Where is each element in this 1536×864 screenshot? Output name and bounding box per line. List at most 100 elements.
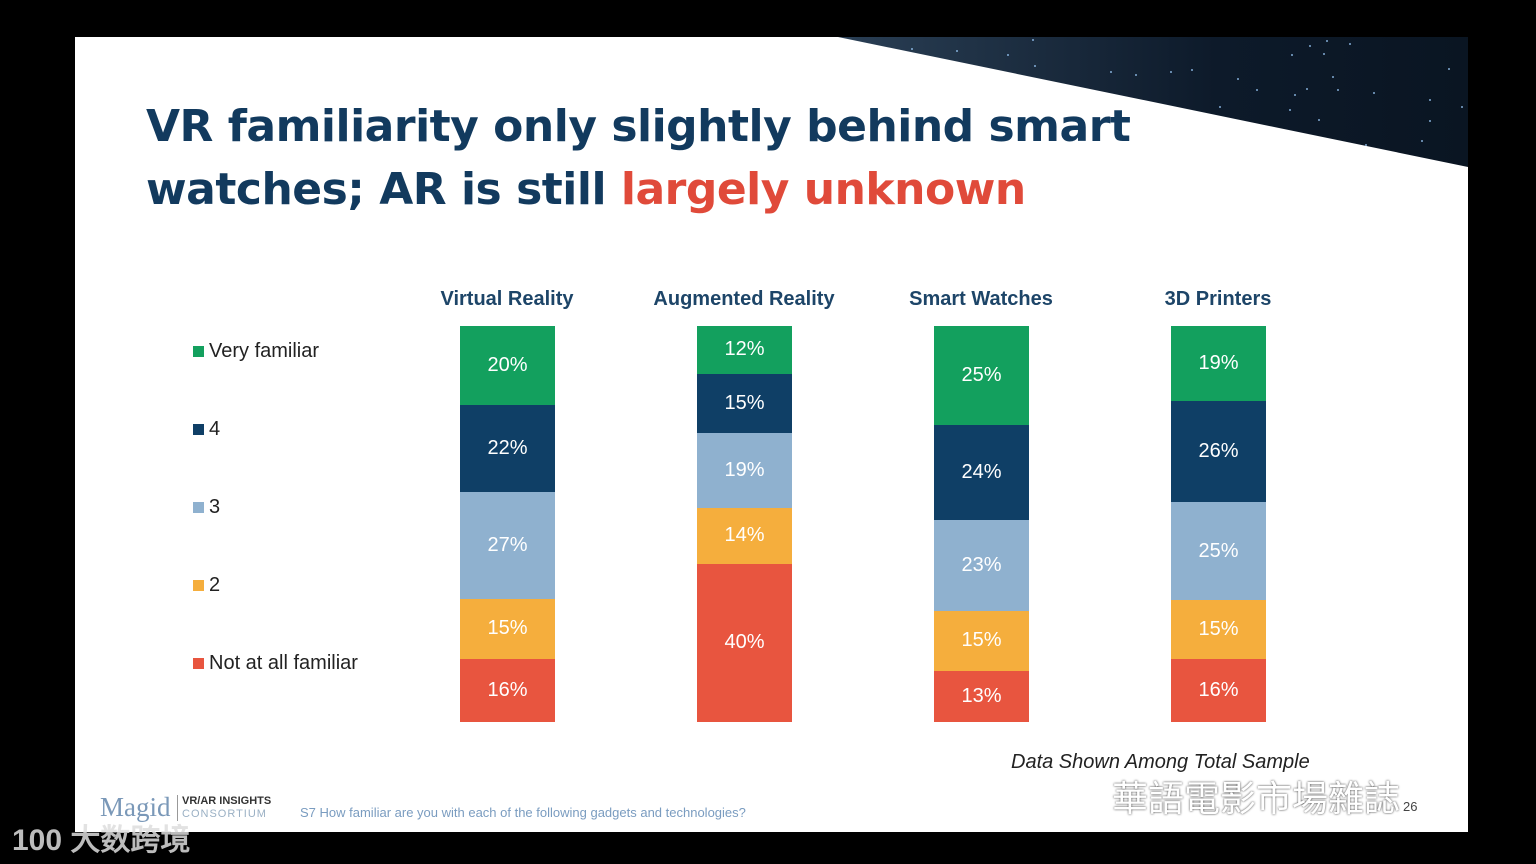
star-dot <box>1229 135 1231 137</box>
bar-segment: 19% <box>697 433 792 508</box>
bar-segment: 25% <box>1171 502 1266 600</box>
bar-segment: 19% <box>1171 326 1266 401</box>
legend-label: Very familiar <box>209 340 319 363</box>
category-label: Augmented Reality <box>644 288 844 311</box>
survey-question: S7 How familiar are you with each of the… <box>300 805 746 820</box>
star-dot <box>1170 71 1172 73</box>
data-label: 15% <box>724 392 764 415</box>
legend-label: 2 <box>209 574 220 597</box>
bar-segment: 12% <box>697 326 792 374</box>
star-dot <box>838 82 840 84</box>
stacked-bar: 12% 15% 19% 14% 40% <box>697 326 792 722</box>
stacked-bar: 20% 22% 27% 15% 16% <box>460 326 555 722</box>
star-dot <box>1034 65 1036 67</box>
data-label: 22% <box>487 437 527 460</box>
star-dot <box>1135 111 1137 113</box>
category-label: 3D Printers <box>1118 288 1318 311</box>
star-dot <box>1164 140 1166 142</box>
star-dot <box>1137 115 1139 117</box>
legend-swatch <box>193 346 204 357</box>
legend-swatch <box>193 658 204 669</box>
logo-sub1: VR/AR INSIGHTS <box>182 795 271 807</box>
data-label: 40% <box>724 631 764 654</box>
stacked-bar: 19% 26% 25% 15% 16% <box>1171 326 1266 722</box>
star-dot <box>1135 74 1137 76</box>
legend-item: Not at all familiar <box>193 652 358 675</box>
data-label: 19% <box>1198 352 1238 375</box>
star-dot <box>1144 138 1146 140</box>
star-dot <box>956 50 958 52</box>
star-dot <box>951 66 953 68</box>
star-dot <box>1326 40 1328 42</box>
data-label: 15% <box>487 617 527 640</box>
bar-segment: 24% <box>934 425 1029 520</box>
legend-item: 3 <box>193 496 220 519</box>
data-label: 12% <box>724 338 764 361</box>
data-label: 27% <box>487 534 527 557</box>
data-label: 16% <box>487 679 527 702</box>
star-dot <box>973 85 975 87</box>
star-dot <box>1421 140 1423 142</box>
star-dot <box>1069 85 1071 87</box>
star-dot <box>909 72 911 74</box>
bar-segment: 16% <box>460 659 555 722</box>
legend-swatch <box>193 580 204 591</box>
star-dot <box>884 72 886 74</box>
legend-swatch <box>193 502 204 513</box>
star-dot <box>1349 43 1351 45</box>
data-label: 15% <box>1198 618 1238 641</box>
star-dot <box>1429 99 1431 101</box>
title-highlight: largely unknown <box>621 164 1026 215</box>
star-dot <box>1373 92 1375 94</box>
data-label: 15% <box>961 629 1001 652</box>
star-dot <box>1332 76 1334 78</box>
star-dot <box>1009 82 1011 84</box>
star-dot <box>1365 144 1367 146</box>
star-dot <box>1237 78 1239 80</box>
data-label: 25% <box>961 364 1001 387</box>
category-label: Virtual Reality <box>407 288 607 311</box>
star-dot <box>863 45 865 47</box>
data-label: 14% <box>724 524 764 547</box>
star-dot <box>1289 109 1291 111</box>
legend-item: Very familiar <box>193 340 319 363</box>
star-dot <box>1461 106 1463 108</box>
star-dot <box>961 63 963 65</box>
star-dot <box>857 47 859 49</box>
star-dot <box>1251 156 1253 158</box>
star-dot <box>1291 54 1293 56</box>
bar-segment: 20% <box>460 326 555 405</box>
star-dot <box>903 71 905 73</box>
star-dot <box>1142 138 1144 140</box>
legend-item: 2 <box>193 574 220 597</box>
bar-segment: 15% <box>934 611 1029 670</box>
title-line1: VR familiarity only slightly behind smar… <box>146 101 1130 152</box>
data-label: 26% <box>1198 440 1238 463</box>
star-dot <box>1294 94 1296 96</box>
slide: VR familiarity only slightly behind smar… <box>75 37 1468 832</box>
star-dot <box>911 48 913 50</box>
star-dot <box>1219 147 1221 149</box>
bar-segment: 16% <box>1171 659 1266 722</box>
title-line2: watches; AR is still <box>146 164 621 215</box>
star-dot <box>1191 69 1193 71</box>
star-dot <box>1156 106 1158 108</box>
bar-segment: 13% <box>934 671 1029 722</box>
star-dot <box>1032 39 1034 41</box>
star-dot <box>860 72 862 74</box>
consortium-logo: VR/AR INSIGHTS CONSORTIUM <box>177 795 271 821</box>
bar-segment: 23% <box>934 520 1029 611</box>
data-label: 25% <box>1198 540 1238 563</box>
star-dot <box>968 78 970 80</box>
star-dot <box>1318 119 1320 121</box>
star-dot <box>1256 89 1258 91</box>
star-dot <box>1219 119 1221 121</box>
data-label: 13% <box>961 685 1001 708</box>
bar-segment: 22% <box>460 405 555 492</box>
star-dot <box>1337 89 1339 91</box>
legend-label: Not at all familiar <box>209 652 358 675</box>
star-dot <box>839 53 841 55</box>
data-label: 23% <box>961 554 1001 577</box>
star-dot <box>1179 119 1181 121</box>
star-dot <box>1323 53 1325 55</box>
